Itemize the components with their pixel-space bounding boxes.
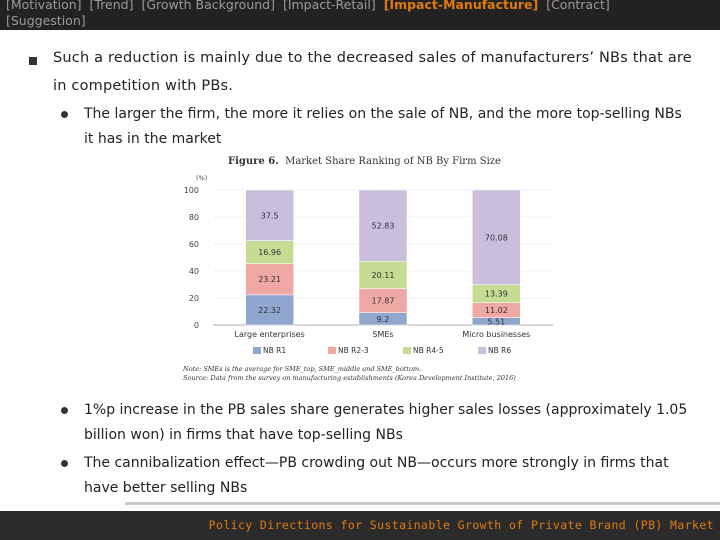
top-nav-bar: [Motivation] [Trend] [Growth Background]… (0, 0, 720, 30)
bar-segment (245, 189, 294, 241)
square-bullet-icon (29, 57, 37, 65)
data-label: 52.83 (372, 222, 395, 231)
x-tick-label: Large enterprises (235, 330, 305, 339)
data-label: 11.02 (485, 306, 508, 315)
bullet-dot-icon (61, 111, 68, 118)
section-nav: [Motivation] [Trend] [Growth Background]… (6, 0, 706, 29)
data-label: 16.96 (258, 248, 281, 257)
footer-title: Policy Directions for Sustainable Growth… (208, 518, 714, 532)
bar-segment (358, 288, 408, 313)
sub-point-3: The cannibalization effect—PB crowding o… (84, 455, 669, 496)
nav-item-motivation[interactable]: [Motivation] (6, 0, 82, 12)
data-label: 13.39 (485, 290, 508, 299)
bar-segment (358, 261, 408, 289)
y-tick-label: 100 (184, 186, 199, 195)
bullet-dot-icon (61, 407, 68, 414)
data-label: 20.11 (372, 271, 395, 280)
main-point: Such a reduction is mainly due to the de… (53, 50, 692, 94)
nav-item-contract[interactable]: [Contract] (546, 0, 610, 12)
legend-swatch (478, 347, 486, 354)
data-label: 5.51 (487, 317, 505, 326)
sub-point-1: The larger the firm, the more it relies … (84, 106, 682, 147)
sub-point-2: 1%p increase in the PB sales share gener… (84, 402, 688, 443)
bar-segment (245, 263, 294, 296)
bullet-dot-icon (61, 460, 68, 467)
footer-divider (125, 502, 720, 505)
figure-title: Figure 6. Market Share Ranking of NB By … (228, 156, 501, 167)
legend-swatch (328, 347, 336, 354)
x-tick-label: SMEs (372, 330, 393, 339)
figure-source: Source: Data from the survey on manufact… (183, 374, 516, 382)
figure-caption: Market Share Ranking of NB By Firm Size (285, 156, 501, 167)
data-label: 37.5 (261, 211, 279, 220)
nav-item-growth-background[interactable]: [Growth Background] (141, 0, 275, 12)
stacked-bar-chart: (%) 0 20 40 60 80 100 22.32 23.21 16.96 37.5 Large … (184, 174, 553, 355)
y-tick-label: 60 (189, 240, 199, 249)
bar-segment (358, 189, 408, 262)
legend-label: NB R1 (263, 346, 286, 355)
y-axis-unit: (%) (196, 174, 207, 182)
data-label: 9.2 (377, 315, 390, 324)
nav-item-impact-manufacture[interactable]: [Impact-Manufacture] (383, 0, 539, 12)
nav-item-suggestion[interactable]: [Suggestion] (6, 13, 86, 28)
legend-label: NB R2-3 (338, 346, 369, 355)
bar-segment (472, 189, 521, 285)
data-label: 70.08 (485, 233, 508, 242)
legend-swatch (253, 347, 261, 354)
legend-label: NB R6 (488, 346, 511, 355)
nav-item-impact-retail[interactable]: [Impact-Retail] (282, 0, 376, 12)
y-tick-label: 80 (189, 213, 199, 222)
y-tick-label: 0 (194, 321, 199, 330)
footer-bar (0, 511, 720, 540)
legend-swatch (403, 347, 411, 354)
figure-6: Figure 6. Market Share Ranking of NB By … (178, 152, 558, 388)
bar-segment (245, 294, 294, 326)
data-label: 22.32 (258, 306, 281, 315)
legend-label: NB R4-5 (413, 346, 444, 355)
figure-number: Figure 6. (228, 156, 279, 167)
figure-note: Note: SMEs is the average for SME_top, S… (183, 365, 422, 373)
x-tick-label: Micro businesses (462, 330, 530, 339)
y-tick-label: 40 (189, 267, 199, 276)
nav-item-trend[interactable]: [Trend] (89, 0, 134, 12)
y-tick-label: 20 (189, 294, 199, 303)
data-label: 23.21 (258, 275, 281, 284)
data-label: 17.87 (372, 297, 395, 306)
